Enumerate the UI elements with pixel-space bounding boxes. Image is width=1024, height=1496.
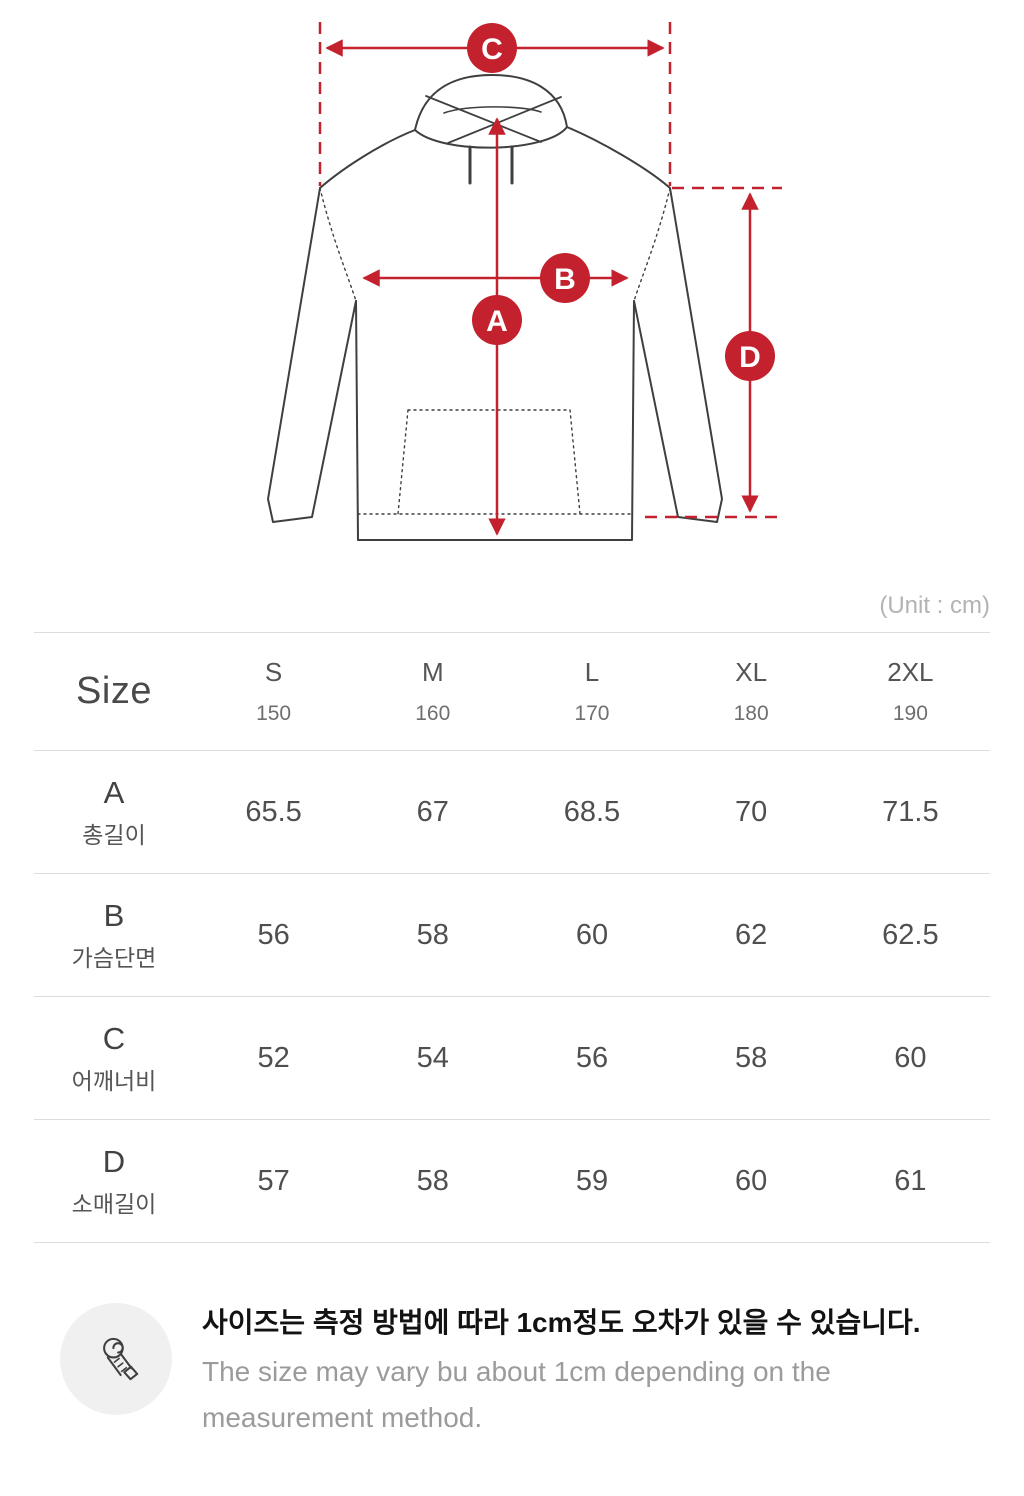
cell-a-m: 67 [416, 795, 449, 828]
armhole-left [319, 187, 357, 302]
cell-a-s: 65.5 [245, 795, 302, 828]
row-name-ko: 어깨너비 [71, 1067, 157, 1094]
armhole-right [633, 187, 671, 302]
size-label: XL [735, 657, 768, 687]
table-row-a: A 총길이 65.5 67 68.5 70 71.5 [34, 751, 990, 874]
size-sublabel: 190 [892, 702, 928, 725]
shoulder-left [319, 129, 416, 189]
column-header-s: S 150 [194, 633, 353, 751]
d-badge-label: D [739, 341, 761, 374]
row-name-ko: 가슴단면 [71, 944, 157, 971]
a-badge [472, 295, 522, 345]
hoodie-measurement-diagram: C B A D [267, 22, 782, 541]
cell-d-m: 58 [416, 1164, 449, 1197]
size-table-title: Size [76, 670, 152, 712]
sleeve-left [267, 187, 357, 523]
sleeve-right [633, 187, 723, 523]
row-letter: C [102, 1020, 126, 1056]
cell-c-xl: 58 [735, 1041, 768, 1074]
size-disclaimer-ko: 사이즈는 측정 방법에 따라 1cm정도 오차가 있을 수 있습니다. [202, 1307, 921, 1338]
torso [355, 300, 635, 541]
cell-d-2xl: 61 [894, 1164, 927, 1197]
column-header-2xl: 2XL 190 [831, 633, 990, 751]
measuring-tape-icon-circle [60, 1303, 172, 1415]
size-label: 2XL [887, 657, 934, 687]
size-table-header-row: Size S 150 M 160 L 170 XL 180 [34, 633, 990, 751]
cell-a-xl: 70 [735, 795, 768, 828]
cell-a-2xl: 71.5 [882, 795, 939, 828]
hood-inner-rim [443, 106, 542, 114]
size-disclaimer-text: 사이즈는 측정 방법에 따라 1cm정도 오차가 있을 수 있습니다. The … [202, 1303, 921, 1441]
column-header-m: M 160 [353, 633, 512, 751]
size-table-corner: Size [34, 633, 194, 751]
row-letter: B [103, 897, 125, 933]
size-disclaimer-en-line2: measurement method. [202, 1402, 483, 1433]
collar-cross-left [425, 95, 542, 143]
row-name-ko: 소매길이 [71, 1190, 157, 1217]
size-disclaimer: 사이즈는 측정 방법에 따라 1cm정도 오차가 있을 수 있습니다. The … [60, 1303, 990, 1441]
cell-b-m: 58 [416, 918, 449, 951]
size-sublabel: 170 [574, 702, 610, 725]
unit-label: (Unit : cm) [879, 592, 990, 619]
cell-b-l: 60 [575, 918, 609, 951]
measuring-tape-icon [103, 1337, 139, 1381]
cell-d-l: 59 [575, 1164, 609, 1197]
cell-d-s: 57 [257, 1164, 290, 1197]
kangaroo-pocket [397, 409, 581, 515]
size-label: S [264, 657, 283, 687]
row-header-b: B 가슴단면 [34, 874, 194, 997]
cell-a-l: 68.5 [563, 795, 621, 828]
b-badge-label: B [554, 263, 576, 296]
a-badge-label: A [486, 305, 508, 338]
size-table: Size S 150 M 160 L 170 XL 180 [34, 632, 990, 1243]
table-row-c: C 어깨너비 52 54 56 58 60 [34, 997, 990, 1120]
c-badge [467, 23, 517, 73]
row-letter: A [103, 774, 125, 810]
cell-c-l: 56 [575, 1041, 609, 1074]
row-letter: D [102, 1143, 126, 1179]
dimension-badges: C B A D [467, 23, 775, 381]
collar-cross-right [447, 96, 562, 144]
size-sublabel: 180 [733, 702, 769, 725]
table-row-b: B 가슴단면 56 58 60 62 62.5 [34, 874, 990, 997]
column-header-l: L 170 [512, 633, 671, 751]
column-header-xl: XL 180 [672, 633, 831, 751]
row-name-ko: 총길이 [82, 821, 146, 848]
hood-collar [414, 126, 568, 149]
row-header-c: C 어깨너비 [34, 997, 194, 1120]
size-label: M [421, 657, 444, 687]
row-header-d: D 소매길이 [34, 1120, 194, 1243]
cell-b-2xl: 62.5 [882, 918, 939, 951]
table-row-d: D 소매길이 57 58 59 60 61 [34, 1120, 990, 1243]
c-badge-label: C [481, 33, 503, 66]
shoulder-right [566, 126, 671, 189]
cell-b-s: 56 [257, 918, 290, 951]
cell-d-xl: 60 [735, 1164, 768, 1197]
size-disclaimer-en-line1: The size may vary bu about 1cm depending… [202, 1356, 831, 1387]
size-sublabel: 160 [415, 702, 451, 725]
cell-c-s: 52 [257, 1041, 290, 1074]
cell-c-m: 54 [416, 1041, 449, 1074]
row-header-a: A 총길이 [34, 751, 194, 874]
b-badge [540, 253, 590, 303]
cell-b-xl: 62 [735, 918, 768, 951]
size-sublabel: 150 [256, 702, 292, 725]
d-badge [725, 331, 775, 381]
size-label: L [584, 657, 600, 687]
cell-c-2xl: 60 [894, 1041, 927, 1074]
